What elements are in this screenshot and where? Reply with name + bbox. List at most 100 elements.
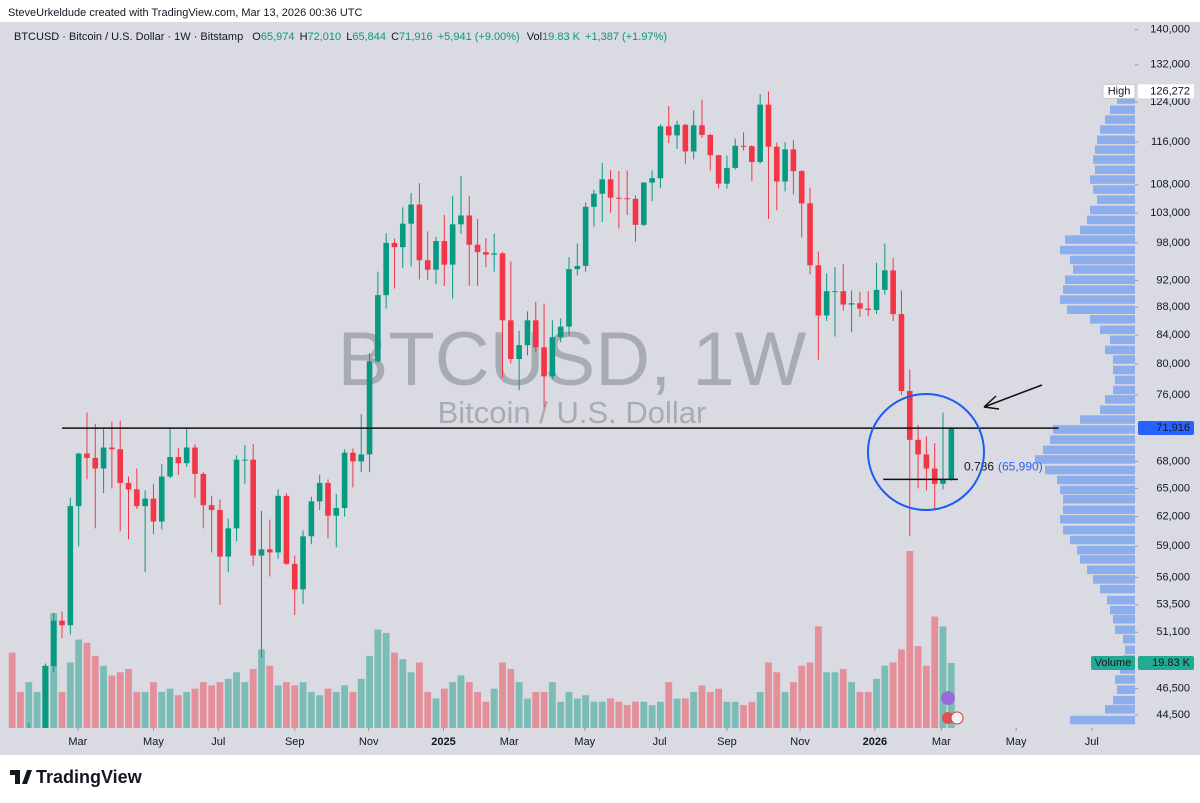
profile-bar (1043, 445, 1135, 455)
volume-bar (283, 682, 290, 728)
candle-body (42, 665, 49, 728)
volume-bar (524, 698, 531, 728)
legend-value: 65,974 (261, 31, 295, 43)
volume-bar (898, 649, 905, 728)
volume-value-bg (1138, 656, 1194, 671)
last-price: 71,916 (1156, 422, 1190, 434)
candle-body (782, 149, 788, 182)
volume-bar (224, 678, 232, 728)
fib-label: 0.786 (65,990) (964, 460, 1043, 474)
candle-body (815, 265, 822, 316)
x-tick-label: May (574, 736, 595, 748)
volume-bar (116, 672, 124, 728)
profile-bar (1117, 95, 1135, 104)
x-tick-label: Jul (211, 736, 225, 748)
candle-body (931, 468, 938, 484)
event-icon (942, 712, 954, 724)
y-tick-label: 116,000 (1151, 136, 1190, 148)
volume-bar (133, 691, 141, 728)
x-tick-label: Mar (68, 736, 87, 748)
legend-key: L (346, 31, 352, 43)
candle-body (832, 291, 838, 293)
candles (28, 91, 955, 728)
candle-body (117, 449, 124, 483)
volume-bar (532, 691, 540, 728)
volume-bar (499, 662, 506, 728)
volume-bar (839, 669, 847, 728)
profile-bar (1053, 425, 1135, 434)
volume-bar (806, 662, 814, 728)
profile-bar (1080, 225, 1135, 235)
volume-bar (399, 659, 407, 728)
candle-body (890, 270, 896, 315)
profile-bar (1123, 634, 1135, 644)
candle-body (383, 242, 389, 296)
y-tick-label: 51,100 (1156, 626, 1190, 638)
volume-bar (108, 675, 116, 728)
legend-key: Vol (527, 31, 542, 43)
event-icon (941, 691, 955, 705)
candle-body (233, 459, 240, 529)
candle-body (532, 320, 539, 348)
x-tick-label: Jul (653, 736, 667, 748)
profile-bar (1050, 435, 1135, 444)
brand-logo (10, 770, 32, 784)
volume-profile (1035, 95, 1135, 725)
volume-bar (864, 691, 872, 728)
candle-body (773, 146, 780, 182)
volume-bar (540, 691, 548, 728)
profile-bar (1060, 245, 1135, 255)
volume-bar (856, 691, 864, 728)
volume-bar (765, 662, 772, 728)
volume-bar (515, 682, 523, 728)
y-tick-label: 84,000 (1156, 329, 1190, 341)
legend-value: 72,010 (308, 31, 342, 43)
x-tick-label: 2026 (863, 736, 887, 748)
candle-body (441, 241, 448, 265)
legend-key: H (300, 31, 308, 43)
volume-bar (914, 646, 922, 728)
candle-body (690, 125, 697, 152)
volume-bar (715, 688, 723, 728)
profile-bar (1087, 565, 1135, 575)
x-tick-label: Nov (790, 736, 810, 748)
fib-price: (65,990) (998, 460, 1043, 474)
volume-bar (274, 685, 282, 728)
profile-bar (1110, 105, 1135, 114)
volume-bar (233, 672, 240, 728)
chart-background (0, 22, 1200, 755)
y-tick-label: 124,000 (1150, 96, 1190, 108)
volume-bar (881, 665, 889, 728)
volume-bar (83, 642, 91, 728)
volume-bar (91, 655, 99, 728)
profile-bar (1093, 155, 1135, 164)
profile-bar (1073, 265, 1135, 274)
candle-body (599, 179, 606, 194)
volume-bar (457, 675, 465, 728)
volume-bar (216, 682, 224, 728)
volume-bar (424, 691, 432, 728)
y-tick-label: 68,000 (1156, 455, 1190, 467)
volume-bar (183, 691, 191, 728)
candle-body (366, 361, 373, 455)
volume-bar (573, 698, 581, 728)
candle-body (59, 620, 65, 626)
profile-bar (1077, 545, 1135, 555)
candle-body (316, 482, 323, 502)
volume-bar (241, 682, 249, 728)
candle-body (291, 563, 298, 590)
profile-bar (1093, 575, 1135, 584)
legend-change: +1,387 (+1.97%) (585, 31, 667, 43)
volume-bar (482, 701, 490, 728)
volume-bar (349, 691, 357, 728)
candle-body (408, 204, 414, 224)
last-price-bg (1138, 420, 1194, 435)
candle-body (732, 145, 739, 168)
x-tick-label: May (1006, 736, 1027, 748)
profile-bar (1045, 465, 1135, 475)
volume-bar (391, 652, 398, 728)
volume-bar (565, 691, 573, 728)
candle-body (940, 479, 946, 484)
profile-bar (1125, 645, 1135, 655)
candle-body (757, 104, 763, 162)
